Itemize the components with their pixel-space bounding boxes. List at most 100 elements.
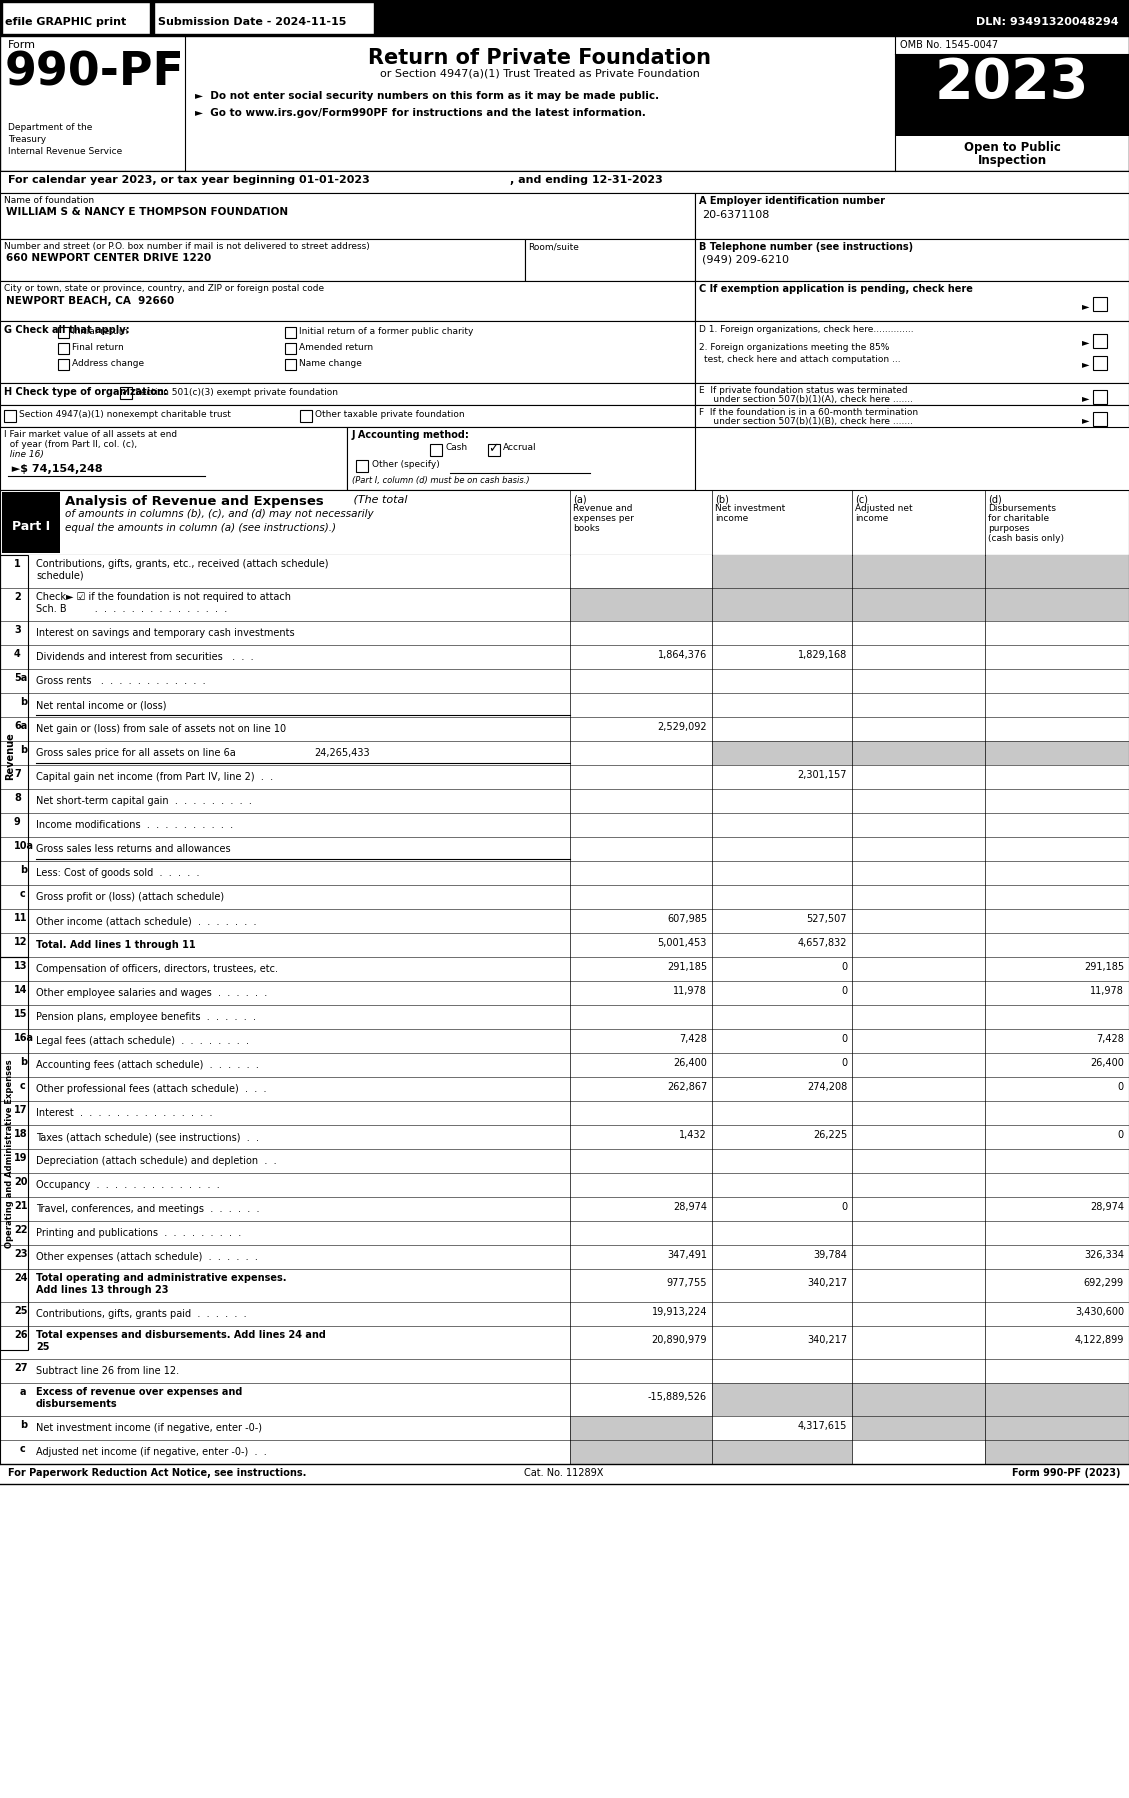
Bar: [0, 1417, 1129, 1440]
Bar: [712, 741, 852, 764]
Text: NEWPORT BEACH, CA  92660: NEWPORT BEACH, CA 92660: [6, 297, 174, 306]
Text: 5,001,453: 5,001,453: [657, 939, 707, 948]
Text: (The total: (The total: [350, 494, 408, 505]
Bar: [0, 910, 1129, 933]
Text: books: books: [574, 523, 599, 532]
Bar: [1093, 334, 1108, 349]
Bar: [0, 556, 1129, 588]
Text: 13: 13: [14, 960, 27, 971]
Bar: [1093, 390, 1108, 405]
Bar: [0, 692, 1129, 717]
Bar: [0, 717, 1129, 741]
Text: 2. Foreign organizations meeting the 85%: 2. Foreign organizations meeting the 85%: [699, 343, 890, 352]
Text: ►  Go to www.irs.gov/Form990PF for instructions and the latest information.: ► Go to www.irs.gov/Form990PF for instru…: [195, 108, 646, 119]
Text: Section 4947(a)(1) nonexempt charitable trust: Section 4947(a)(1) nonexempt charitable …: [19, 410, 230, 419]
Bar: [5, 410, 16, 423]
Text: 10a: 10a: [14, 841, 34, 850]
Text: ✓: ✓: [120, 387, 131, 399]
Text: ►: ►: [1082, 394, 1089, 403]
Bar: [0, 322, 695, 383]
Text: -15,889,526: -15,889,526: [648, 1392, 707, 1402]
Text: Other employee salaries and wages  .  .  .  .  .  .: Other employee salaries and wages . . . …: [36, 987, 268, 998]
Bar: [852, 1383, 984, 1417]
Bar: [356, 460, 368, 473]
Bar: [0, 1077, 1129, 1100]
Text: 1,432: 1,432: [680, 1129, 707, 1140]
Text: OMB No. 1545-0047: OMB No. 1545-0047: [900, 40, 998, 50]
Text: c: c: [20, 888, 26, 899]
Text: B Telephone number (see instructions): B Telephone number (see instructions): [699, 243, 913, 252]
Text: Dividends and interest from securities   .  .  .: Dividends and interest from securities .…: [36, 653, 254, 662]
Text: 340,217: 340,217: [807, 1334, 847, 1345]
Text: Taxes (attach schedule) (see instructions)  .  .: Taxes (attach schedule) (see instruction…: [36, 1133, 259, 1142]
Text: Capital gain net income (from Part IV, line 2)  .  .: Capital gain net income (from Part IV, l…: [36, 771, 273, 782]
Text: 19: 19: [14, 1153, 27, 1163]
Text: 0: 0: [1118, 1082, 1124, 1091]
Bar: [0, 1221, 1129, 1244]
Bar: [0, 669, 1129, 692]
Text: 291,185: 291,185: [1084, 962, 1124, 973]
Text: , and ending 12-31-2023: , and ending 12-31-2023: [510, 174, 663, 185]
Text: Net investment: Net investment: [715, 503, 786, 512]
Text: (cash basis only): (cash basis only): [988, 534, 1064, 543]
Bar: [695, 322, 1129, 383]
Text: Check► ☑ if the foundation is not required to attach: Check► ☑ if the foundation is not requir…: [36, 592, 291, 602]
Bar: [347, 426, 695, 491]
Bar: [570, 1417, 712, 1440]
Text: income: income: [715, 514, 749, 523]
Bar: [852, 588, 984, 620]
Text: (Part I, column (d) must be on cash basis.): (Part I, column (d) must be on cash basi…: [352, 476, 530, 485]
Text: 5a: 5a: [14, 672, 27, 683]
Text: Sch. B         .  .  .  .  .  .  .  .  .  .  .  .  .  .  .: Sch. B . . . . . . . . . . . . . . .: [36, 604, 227, 613]
Bar: [0, 1269, 1129, 1302]
Bar: [58, 360, 69, 370]
Bar: [0, 171, 1129, 192]
Text: 692,299: 692,299: [1084, 1278, 1124, 1287]
Text: expenses per: expenses per: [574, 514, 633, 523]
Text: (a): (a): [574, 494, 587, 503]
Text: Net investment income (if negative, enter -0-): Net investment income (if negative, ente…: [36, 1422, 262, 1433]
Text: 17: 17: [14, 1106, 27, 1115]
Text: For calendar year 2023, or tax year beginning 01-01-2023: For calendar year 2023, or tax year begi…: [8, 174, 370, 185]
Text: Room/suite: Room/suite: [528, 243, 579, 252]
Bar: [0, 36, 1129, 171]
Bar: [0, 588, 1129, 620]
Text: under section 507(b)(1)(B), check here .......: under section 507(b)(1)(B), check here .…: [699, 417, 913, 426]
Text: 4,657,832: 4,657,832: [797, 939, 847, 948]
Text: DLN: 93491320048294: DLN: 93491320048294: [977, 16, 1119, 27]
Text: b: b: [20, 744, 27, 755]
Bar: [2, 493, 60, 554]
Bar: [695, 192, 1129, 239]
Bar: [58, 343, 69, 354]
Text: Add lines 13 through 23: Add lines 13 through 23: [36, 1286, 168, 1295]
Text: Gross profit or (loss) (attach schedule): Gross profit or (loss) (attach schedule): [36, 892, 225, 903]
Text: 2,529,092: 2,529,092: [657, 723, 707, 732]
Bar: [0, 1126, 1129, 1149]
Bar: [2, 2, 150, 34]
Bar: [300, 410, 312, 423]
Text: Gross sales price for all assets on line 6a: Gross sales price for all assets on line…: [36, 748, 236, 759]
Text: 274,208: 274,208: [807, 1082, 847, 1091]
Text: Depreciation (attach schedule) and depletion  .  .: Depreciation (attach schedule) and deple…: [36, 1156, 277, 1165]
Text: Return of Private Foundation: Return of Private Foundation: [368, 49, 711, 68]
Text: Internal Revenue Service: Internal Revenue Service: [8, 147, 122, 156]
Bar: [285, 327, 296, 338]
Text: 22: 22: [14, 1224, 27, 1235]
Bar: [984, 1440, 1129, 1464]
Text: J Accounting method:: J Accounting method:: [352, 430, 470, 441]
Text: Amended return: Amended return: [299, 343, 373, 352]
Text: ✓: ✓: [488, 442, 499, 455]
Bar: [984, 1383, 1129, 1417]
Text: ►: ►: [1082, 300, 1089, 311]
Text: Net gain or (loss) from sale of assets not on line 10: Net gain or (loss) from sale of assets n…: [36, 725, 286, 734]
Text: Legal fees (attach schedule)  .  .  .  .  .  .  .  .: Legal fees (attach schedule) . . . . . .…: [36, 1036, 250, 1046]
Text: Other expenses (attach schedule)  .  .  .  .  .  .: Other expenses (attach schedule) . . . .…: [36, 1251, 257, 1262]
Bar: [0, 1302, 1129, 1325]
Text: ►: ►: [1082, 336, 1089, 347]
Text: 2023: 2023: [935, 56, 1089, 110]
Text: 25: 25: [36, 1341, 50, 1352]
Text: 24,265,433: 24,265,433: [314, 748, 370, 759]
Text: Printing and publications  .  .  .  .  .  .  .  .  .: Printing and publications . . . . . . . …: [36, 1228, 242, 1239]
Text: 25: 25: [14, 1305, 27, 1316]
Text: Address change: Address change: [72, 360, 145, 369]
